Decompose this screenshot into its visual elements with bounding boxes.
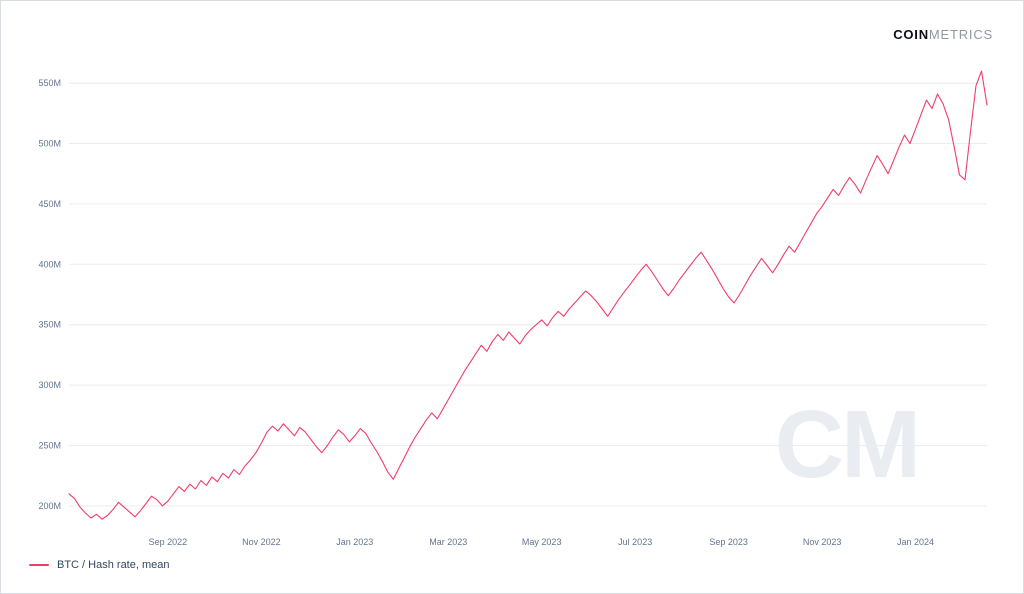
chart-legend-item[interactable]: BTC / Hash rate, mean xyxy=(29,559,170,571)
series-line-btc-hash-rate xyxy=(68,70,988,520)
coinmetrics-logo: COINMETRICS xyxy=(893,27,993,42)
x-axis-label-nov-2023: Nov 2023 xyxy=(803,537,842,547)
x-axis-label-sep-2022: Sep 2022 xyxy=(149,537,188,547)
y-axis-label-550: 550M xyxy=(38,78,61,88)
hashrate-line-chart: 200M 250M 300M 350M 400M 450M 500M 550M Sep 2022… xyxy=(38,70,988,547)
x-axis-label-sep-2023: Sep 2023 xyxy=(709,537,748,547)
y-axis-label-200: 200M xyxy=(38,501,61,511)
y-axis-label-450: 450M xyxy=(38,199,61,209)
y-axis-label-300: 300M xyxy=(38,380,61,390)
legend-label: BTC / Hash rate, mean xyxy=(57,559,170,571)
y-axis-label-400: 400M xyxy=(38,259,61,269)
x-axis-label-may-2023: May 2023 xyxy=(522,537,562,547)
y-axis-label-500: 500M xyxy=(38,139,61,149)
y-axis-label-350: 350M xyxy=(38,320,61,330)
y-axis-label-250: 250M xyxy=(38,441,61,451)
logo-metrics-text: METRICS xyxy=(928,27,993,42)
cm-watermark: CM xyxy=(774,391,921,498)
x-axis-label-nov-2022: Nov 2022 xyxy=(242,537,281,547)
x-axis-label-mar-2023: Mar 2023 xyxy=(429,537,467,547)
x-axis-label-jul-2023: Jul 2023 xyxy=(618,537,652,547)
logo-coin-text: COIN xyxy=(893,27,929,42)
x-axis-label-jan-2024: Jan 2024 xyxy=(897,537,934,547)
legend-line-swatch xyxy=(29,564,49,566)
x-axis-label-jan-2023: Jan 2023 xyxy=(336,537,373,547)
